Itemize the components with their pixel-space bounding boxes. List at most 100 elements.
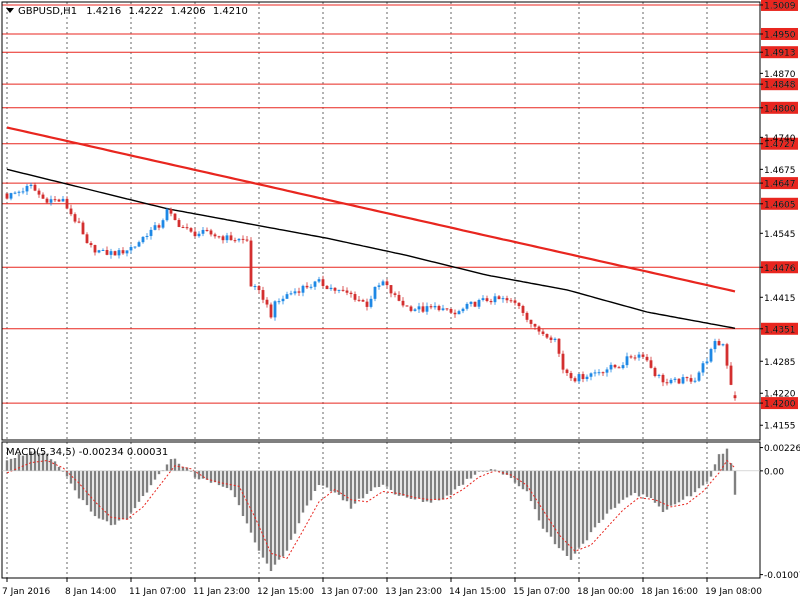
macd-hist-bar: [721, 453, 725, 471]
candle-body-up: [313, 281, 317, 287]
candle-body-up: [637, 354, 641, 358]
macd-hist-bar: [365, 470, 369, 494]
macd-hist-bar: [433, 470, 437, 500]
macd-hist-bar: [197, 470, 201, 480]
macd-hist-bar: [305, 470, 309, 506]
candle-body-down: [169, 209, 173, 214]
candle-body-down: [569, 373, 573, 379]
candle-body-up: [25, 185, 29, 192]
macd-hist-bar: [97, 470, 101, 519]
candle-body-down: [5, 193, 9, 199]
candle-body-down: [725, 344, 729, 366]
candlesticks: [5, 182, 737, 401]
candle-body-down: [357, 299, 361, 301]
macd-hist-bar: [685, 470, 689, 497]
macd-hist-bar: [177, 463, 181, 471]
candle-body-up: [309, 286, 313, 288]
candle-body-down: [33, 184, 37, 191]
candle-body-down: [641, 354, 645, 357]
candle-body-down: [521, 305, 525, 313]
macd-hist-bar: [345, 470, 349, 502]
candle-body-down: [353, 294, 357, 300]
macd-hist-bar: [369, 470, 373, 492]
candle-body-up: [9, 193, 13, 199]
y-tick-label: 1.4740: [764, 134, 796, 144]
macd-hist-bar: [561, 470, 565, 551]
macd-hist-bar: [321, 470, 325, 486]
y-tick-label: 1.4545: [764, 230, 796, 240]
macd-hist-bar: [265, 470, 269, 564]
macd-hist-bar: [101, 470, 105, 520]
macd-hist-bar: [545, 470, 549, 533]
horizontal-levels[interactable]: 1.5009 1.4950 1.4913 1.4848 1.4800 1.4727 1.46…: [2, 0, 798, 410]
candle-body-up: [673, 378, 677, 380]
macd-hist-bar: [53, 461, 57, 471]
candle-body-down: [209, 230, 213, 235]
macd-hist-bar: [105, 470, 109, 522]
macd-hist-bar: [181, 466, 185, 471]
candle-body-down: [525, 312, 529, 320]
macd-hist-bar: [229, 470, 233, 491]
level-price-label: 1.4647: [764, 180, 796, 190]
candle-body-up: [153, 225, 157, 230]
moving-average-slow-line: [6, 126, 736, 293]
candle-body-up: [317, 279, 321, 282]
macd-hist-bar: [137, 470, 141, 502]
candle-body-down: [509, 300, 513, 302]
candle-body-up: [301, 285, 305, 293]
macd-hist-bar: [713, 464, 717, 471]
candle-body-down: [601, 372, 605, 374]
macd-y-tick-label: 0.00: [764, 467, 784, 477]
candle-body-down: [677, 378, 681, 384]
moving-averages: [6, 126, 736, 329]
macd-hist-bar: [41, 452, 45, 471]
macd-hist-bar: [25, 454, 29, 471]
macd-hist-bar: [69, 470, 73, 484]
macd-hist-bar: [149, 470, 153, 486]
macd-hist-bar: [409, 470, 413, 499]
level-price-label: 1.4200: [764, 400, 796, 410]
candle-body-down: [297, 291, 301, 293]
level-price-tag: [761, 0, 798, 11]
candle-body-up: [693, 380, 697, 382]
chart-header: GBPUSD,H1 1.4216 1.4222 1.4206 1.4210: [6, 6, 248, 17]
macd-hist-bar: [233, 470, 237, 498]
candle-body-down: [45, 198, 49, 203]
level-price-tag: [761, 27, 798, 40]
candle-body-down: [89, 243, 93, 246]
macd-hist-bar: [293, 470, 297, 534]
macd-hist-bar: [625, 470, 629, 498]
macd-hist-bar: [385, 470, 389, 487]
candle-body-down: [213, 234, 217, 237]
candle-body-down: [581, 374, 585, 380]
candle-body-up: [161, 220, 165, 228]
candle-body-down: [57, 199, 61, 202]
candle-body-down: [689, 378, 693, 382]
macd-hist-bar: [189, 470, 193, 472]
macd-hist-bar: [621, 470, 625, 500]
macd-hist-bar: [669, 470, 673, 506]
macd-hist-bar: [165, 464, 169, 471]
candle-body-down: [73, 214, 77, 222]
macd-hist-bar: [113, 470, 117, 525]
high-value: 1.4222: [128, 6, 163, 17]
macd-hist-bar: [309, 470, 313, 501]
macd-hist-bar: [653, 470, 657, 503]
macd-hist-bar: [425, 470, 429, 502]
macd-hist-bar: [237, 470, 241, 506]
macd-hist-bar: [553, 470, 557, 545]
candle-body-down: [37, 190, 41, 195]
macd-hist-bar: [173, 458, 177, 471]
candle-body-down: [241, 238, 245, 240]
macd-hist-bar: [213, 470, 217, 483]
x-tick-label: 11 Jan 23:00: [193, 587, 250, 597]
candle-body-up: [373, 286, 377, 299]
candle-body-down: [485, 298, 489, 301]
level-price-label: 1.4950: [764, 30, 796, 40]
candle-body-up: [705, 361, 709, 364]
candle-body-down: [205, 229, 209, 231]
x-tick-label: 15 Jan 07:00: [513, 587, 570, 597]
macd-hist-bar: [725, 448, 729, 471]
